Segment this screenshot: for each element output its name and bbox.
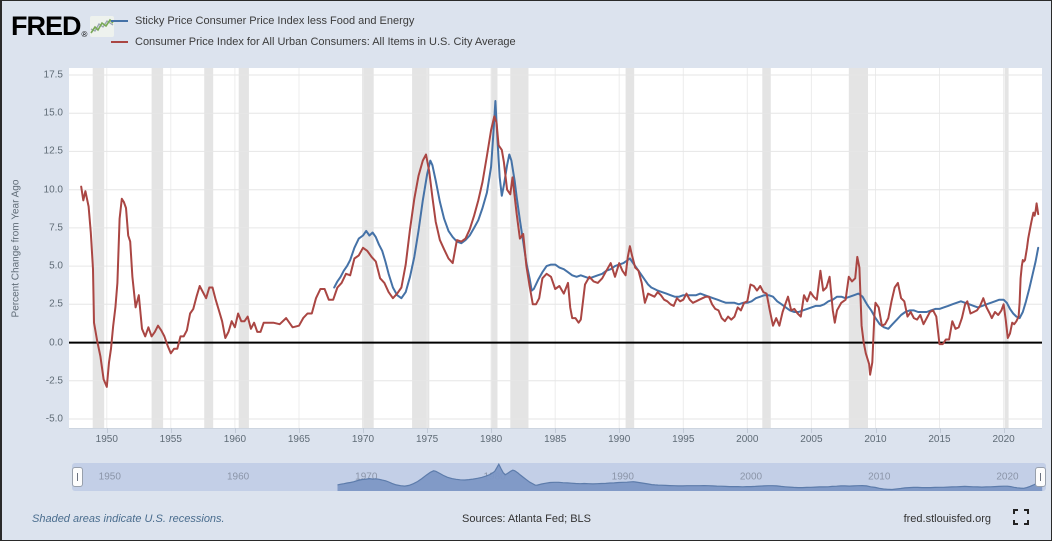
legend-item: Sticky Price Consumer Price Index less F… xyxy=(111,10,516,31)
recession-band xyxy=(238,68,249,428)
legend-item: Consumer Price Index for All Urban Consu… xyxy=(111,31,516,52)
x-tick-mark xyxy=(299,428,300,433)
range-slider[interactable]: 19501960197019801990200020102020 xyxy=(72,463,1046,491)
recessions-note: Shaded areas indicate U.S. recessions. xyxy=(32,513,225,525)
x-axis-tick-labels: 1950 1955 1960 1965 1970 1975 1980 1985 1990 1995… xyxy=(69,434,1042,448)
recession-band xyxy=(204,68,214,428)
slider-year-label: 1970 xyxy=(355,471,378,483)
recession-band xyxy=(848,68,868,428)
x-tick-mark xyxy=(363,428,364,433)
plot-area[interactable] xyxy=(69,68,1042,429)
recession-band xyxy=(762,68,771,428)
recession-band xyxy=(92,68,105,428)
x-tick-mark xyxy=(683,428,685,433)
slider-area-line xyxy=(337,463,1043,491)
x-tick-label: 1960 xyxy=(223,434,247,445)
legend-label: Sticky Price Consumer Price Index less F… xyxy=(135,14,415,27)
x-tick-mark xyxy=(939,428,941,433)
y-tick-label: 0.0 xyxy=(49,337,63,349)
fred-logo[interactable]: FRED ® xyxy=(11,11,115,41)
slider-year-label: 2000 xyxy=(739,471,763,483)
x-tick-label: 1990 xyxy=(608,434,631,445)
y-axis-tick-labels: 17.5 15.0 12.5 10.0 7.5 5.0 2.5 0.0 -2.5 -5.0 xyxy=(2,68,63,428)
recession-band xyxy=(510,68,529,428)
x-tick-mark xyxy=(619,428,621,433)
slider-year-label: 1950 xyxy=(98,471,121,483)
slider-year-label: 2020 xyxy=(996,471,1019,483)
x-tick-label: 1965 xyxy=(287,434,311,445)
y-tick-label: 15.0 xyxy=(43,107,63,119)
y-tick-label: 5.0 xyxy=(49,260,63,272)
x-tick-mark xyxy=(427,428,429,433)
y-tick-label: -2.5 xyxy=(45,375,63,387)
y-tick-label: 2.5 xyxy=(49,298,63,310)
site-link[interactable]: fred.stlouisfed.org xyxy=(903,513,991,525)
slider-handle-left[interactable] xyxy=(72,467,83,487)
legend-label: Consumer Price Index for All Urban Consu… xyxy=(135,35,516,48)
x-tick-mark xyxy=(555,428,557,433)
x-tick-label: 2020 xyxy=(992,434,1015,445)
x-axis-tick-marks xyxy=(69,428,1042,433)
x-tick-mark xyxy=(491,428,493,433)
sources-text: Sources: Atlanta Fed; BLS xyxy=(461,513,592,525)
fred-sparkline-icon xyxy=(90,16,115,37)
x-tick-label: 1975 xyxy=(415,434,439,445)
recession-band xyxy=(1004,68,1009,428)
slider-year-label: 2010 xyxy=(868,471,891,483)
slider-handle-right[interactable] xyxy=(1035,467,1046,487)
x-tick-label: 1970 xyxy=(351,434,375,445)
recession-band xyxy=(362,68,374,428)
x-tick-label: 1995 xyxy=(672,434,695,445)
x-tick-label: 2010 xyxy=(864,434,887,445)
series-line-sticky-cpi xyxy=(333,100,1040,330)
slider-year-label: 1960 xyxy=(226,471,250,483)
x-tick-label: 2005 xyxy=(800,434,823,445)
x-tick-mark xyxy=(234,428,236,433)
y-tick-label: -5.0 xyxy=(45,413,63,425)
x-tick-label: 1985 xyxy=(544,434,567,445)
recession-band xyxy=(491,68,498,428)
fullscreen-icon[interactable] xyxy=(1013,509,1029,525)
x-tick-label: 2015 xyxy=(928,434,951,445)
y-tick-label: 12.5 xyxy=(43,145,63,157)
x-tick-label: 1955 xyxy=(159,434,182,445)
y-tick-label: 7.5 xyxy=(49,222,63,234)
x-tick-mark xyxy=(875,428,877,433)
registered-mark: ® xyxy=(81,30,88,39)
y-tick-label: 17.5 xyxy=(43,69,63,81)
legend: Sticky Price Consumer Price Index less F… xyxy=(111,10,516,52)
x-tick-mark xyxy=(747,428,749,433)
x-tick-label: 2000 xyxy=(736,434,759,445)
x-tick-mark xyxy=(1003,428,1005,433)
y-tick-label: 10.0 xyxy=(43,184,63,196)
legend-swatch-sticky-cpi xyxy=(111,19,128,22)
legend-swatch-cpi-all-items xyxy=(111,40,128,43)
x-tick-mark xyxy=(106,428,108,433)
slider-year-label: 1990 xyxy=(611,471,634,483)
series-line-cpi-all-items xyxy=(80,115,1040,388)
recession-band xyxy=(151,68,164,428)
x-tick-label: 1980 xyxy=(479,434,503,445)
x-tick-mark xyxy=(811,428,813,433)
fred-logo-text: FRED xyxy=(11,11,81,41)
chart-canvas[interactable] xyxy=(69,68,1042,428)
x-tick-mark xyxy=(170,428,172,433)
slider-mini-chart xyxy=(337,463,1043,491)
x-tick-label: 1950 xyxy=(95,434,118,445)
